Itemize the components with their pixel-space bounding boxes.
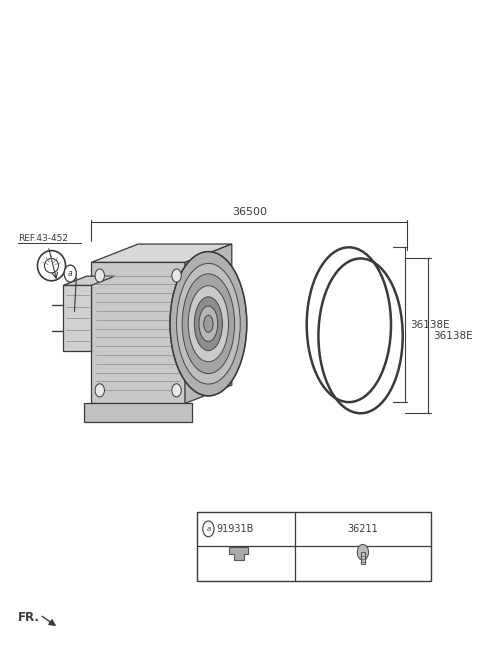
Circle shape — [172, 384, 181, 397]
Circle shape — [95, 384, 105, 397]
Polygon shape — [63, 276, 115, 285]
Circle shape — [64, 265, 76, 282]
Text: 36138E: 36138E — [433, 331, 473, 341]
Polygon shape — [229, 547, 248, 560]
Ellipse shape — [170, 252, 247, 396]
Text: a: a — [68, 269, 72, 278]
Ellipse shape — [194, 297, 222, 351]
Ellipse shape — [177, 263, 240, 384]
Ellipse shape — [199, 306, 218, 342]
Ellipse shape — [204, 316, 213, 333]
Text: FR.: FR. — [18, 611, 40, 625]
Text: 36138E: 36138E — [410, 319, 449, 330]
Bar — [197, 512, 431, 581]
Ellipse shape — [182, 274, 235, 374]
Text: 36500: 36500 — [232, 207, 267, 217]
Polygon shape — [185, 244, 232, 403]
Circle shape — [172, 269, 181, 282]
Circle shape — [95, 269, 105, 282]
Text: 91931B: 91931B — [216, 524, 254, 534]
Circle shape — [357, 544, 369, 560]
Polygon shape — [91, 244, 232, 262]
Text: REF.43-452: REF.43-452 — [18, 234, 68, 243]
Text: 36211: 36211 — [348, 524, 378, 534]
Text: a: a — [206, 526, 211, 532]
Ellipse shape — [188, 286, 228, 362]
Bar — [361, 552, 365, 564]
Polygon shape — [63, 285, 91, 351]
Polygon shape — [91, 262, 185, 403]
Polygon shape — [84, 403, 192, 422]
Circle shape — [203, 521, 214, 537]
